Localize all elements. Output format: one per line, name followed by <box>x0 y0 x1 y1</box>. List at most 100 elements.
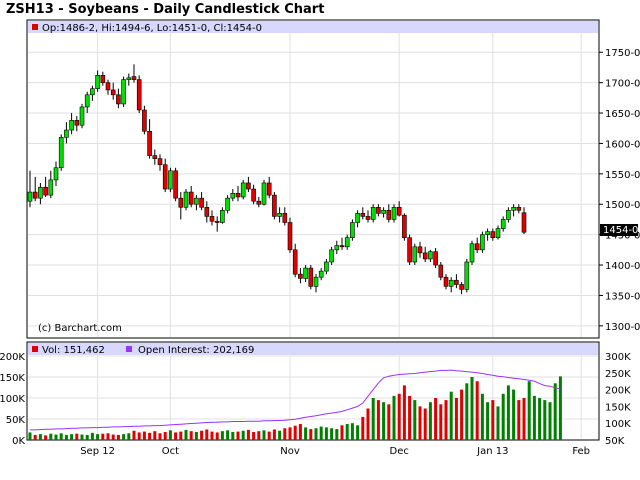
candle-body <box>324 261 329 272</box>
candle-body <box>433 251 438 266</box>
volume-bar <box>28 432 32 440</box>
copyright-label: (c) Barchart.com <box>38 323 122 334</box>
x-tick-label: Sep 12 <box>80 446 115 457</box>
x-tick-label: Jan 13 <box>476 446 508 457</box>
volume-bar <box>106 433 110 440</box>
volume-bar <box>439 404 443 440</box>
volume-bar <box>340 425 344 440</box>
candle-body <box>246 182 251 190</box>
candle-body <box>448 279 454 287</box>
volume-bar <box>465 383 469 440</box>
volume-bar <box>179 431 183 440</box>
candle-body <box>136 79 142 111</box>
volume-bar <box>532 395 536 440</box>
volume-bar <box>475 381 479 440</box>
candle-body <box>500 219 506 229</box>
price-legend-swatch <box>32 24 38 30</box>
volume-bar <box>512 389 516 440</box>
volume-bar <box>231 432 235 440</box>
x-tick-label: Oct <box>162 446 179 457</box>
candle-body <box>298 273 303 279</box>
volume-bar <box>527 381 531 440</box>
price-tick-label: 1750-0 <box>605 48 640 59</box>
volume-bar <box>44 435 48 440</box>
volume-bar <box>413 400 417 440</box>
candle-body <box>74 120 80 126</box>
volume-tick-label-right: 250K <box>605 369 631 380</box>
volume-panel-frame <box>26 341 600 441</box>
candle-body <box>173 170 178 199</box>
volume-bar <box>200 430 204 440</box>
candle-body <box>438 264 444 278</box>
volume-bar <box>153 431 157 440</box>
candle-body <box>407 237 412 263</box>
volume-tick-label-left: 0K <box>12 436 25 447</box>
volume-bar <box>408 395 412 440</box>
volume-bar <box>283 428 287 440</box>
candle-body <box>412 246 418 263</box>
volume-bar <box>210 431 214 440</box>
price-tick-label: 1700-0 <box>605 79 640 90</box>
candle-body <box>376 206 381 214</box>
volume-legend-bar <box>28 343 598 355</box>
volume-tick-label-right: 150K <box>605 402 631 413</box>
volume-bar <box>553 383 557 440</box>
candle-body <box>391 206 397 220</box>
chart-title: ZSH13 - Soybeans - Daily Candlestick Cha… <box>6 2 325 17</box>
candle-body <box>27 191 33 202</box>
open-interest-legend-text: Open Interest: 202,169 <box>138 345 254 356</box>
candle-body <box>168 170 173 190</box>
candles-layer <box>27 64 527 295</box>
volume-bar <box>236 431 240 440</box>
candle-body <box>95 75 100 90</box>
candle-body <box>480 234 485 251</box>
volume-bar <box>298 424 302 440</box>
candle-body <box>79 106 85 126</box>
volume-bar <box>486 402 490 440</box>
volume-bar <box>496 406 500 440</box>
volume-tick-label-right: 100K <box>605 419 631 430</box>
volume-bars-layer <box>28 376 562 440</box>
price-tick-label: 1300-0 <box>605 322 640 333</box>
candle-body <box>287 222 293 251</box>
volume-bar <box>324 427 328 440</box>
volume-tick-label-left: 50K <box>6 415 26 426</box>
candle-body <box>105 82 111 91</box>
candle-body <box>235 192 241 198</box>
volume-bar <box>226 430 230 440</box>
candle-body <box>116 94 121 105</box>
candle-body <box>251 188 256 202</box>
candle-body <box>386 210 392 220</box>
candle-body <box>69 120 74 131</box>
candle-body <box>360 213 366 217</box>
volume-bar <box>517 400 521 440</box>
volume-bar <box>220 431 224 440</box>
volume-bar <box>454 398 458 440</box>
volume-bar <box>460 389 464 440</box>
candle-body <box>266 182 272 196</box>
candle-body <box>417 246 423 254</box>
volume-bar <box>423 408 427 440</box>
candle-body <box>84 94 90 108</box>
candle-body <box>396 206 402 216</box>
volume-tick-label-right: 300K <box>605 352 631 363</box>
volume-bar <box>558 376 562 440</box>
candle-body <box>490 231 496 238</box>
candle-body <box>495 228 501 238</box>
volume-bar <box>319 426 323 440</box>
volume-bar <box>304 427 308 440</box>
volume-bar <box>330 428 334 440</box>
volume-bar <box>402 385 406 440</box>
volume-bar <box>189 431 193 440</box>
volume-tick-label-right: 200K <box>605 386 631 397</box>
candle-body <box>308 267 314 287</box>
candle-body <box>214 220 220 223</box>
volume-bar <box>267 431 271 440</box>
volume-bar <box>137 432 141 440</box>
volume-bar <box>538 398 542 440</box>
volume-bar <box>272 429 276 440</box>
volume-bar <box>174 432 178 440</box>
volume-bar <box>70 434 74 440</box>
price-tick-label: 1600-0 <box>605 139 640 150</box>
volume-bar <box>506 385 510 440</box>
